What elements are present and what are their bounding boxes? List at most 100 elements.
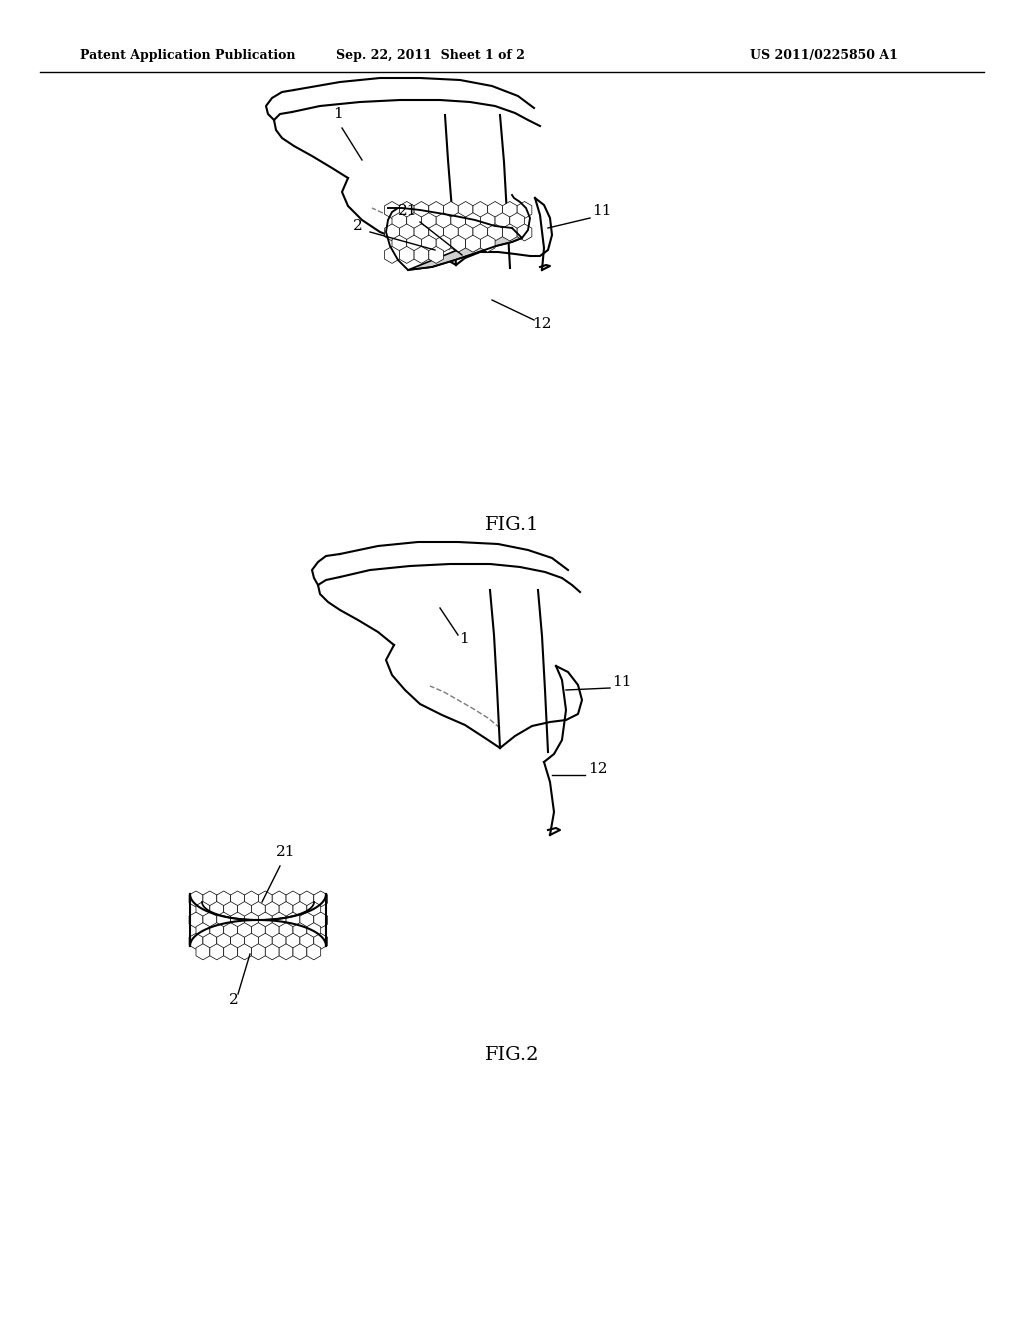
Polygon shape [443,224,459,242]
Polygon shape [459,202,473,219]
Polygon shape [272,912,286,928]
Polygon shape [272,933,286,949]
Polygon shape [223,902,238,917]
Polygon shape [189,912,203,928]
Polygon shape [510,213,524,230]
Polygon shape [280,944,293,960]
Text: 11: 11 [592,205,611,218]
Polygon shape [473,224,487,242]
Polygon shape [429,224,443,242]
Polygon shape [436,235,451,252]
Polygon shape [280,923,293,939]
Text: FIG.1: FIG.1 [484,516,540,535]
Polygon shape [223,923,238,939]
Polygon shape [473,202,487,219]
Polygon shape [293,923,307,939]
Polygon shape [480,235,495,252]
Polygon shape [422,235,436,252]
Polygon shape [300,933,313,949]
Text: 2: 2 [229,993,239,1007]
Polygon shape [286,933,300,949]
Polygon shape [414,247,429,264]
Polygon shape [238,923,252,939]
Polygon shape [388,209,522,271]
Polygon shape [223,944,238,960]
Polygon shape [189,933,203,949]
Polygon shape [210,923,223,939]
Polygon shape [385,202,399,219]
Polygon shape [245,891,258,907]
Polygon shape [487,224,503,242]
Polygon shape [443,202,459,219]
Polygon shape [414,202,429,219]
Polygon shape [203,933,217,949]
Polygon shape [392,213,407,230]
Text: 12: 12 [532,317,552,331]
Text: 11: 11 [612,675,632,689]
Polygon shape [286,912,300,928]
Polygon shape [265,902,280,917]
Polygon shape [196,923,210,939]
Polygon shape [210,902,223,917]
Polygon shape [300,891,313,907]
Polygon shape [422,213,436,230]
Text: Sep. 22, 2011  Sheet 1 of 2: Sep. 22, 2011 Sheet 1 of 2 [336,49,524,62]
Polygon shape [258,912,272,928]
Text: FIG.2: FIG.2 [484,1045,540,1064]
Polygon shape [495,213,510,230]
Text: 12: 12 [588,762,608,776]
Text: 21: 21 [398,205,418,218]
Text: US 2011/0225850 A1: US 2011/0225850 A1 [750,49,898,62]
Polygon shape [252,923,265,939]
Polygon shape [429,247,443,264]
Polygon shape [399,247,414,264]
Polygon shape [196,902,210,917]
Polygon shape [385,224,399,242]
Polygon shape [196,944,210,960]
Polygon shape [307,944,321,960]
Polygon shape [217,891,230,907]
Polygon shape [503,224,517,242]
Polygon shape [451,235,466,252]
Polygon shape [517,224,531,242]
Polygon shape [459,224,473,242]
Polygon shape [203,891,217,907]
Polygon shape [313,933,328,949]
Polygon shape [230,933,245,949]
Polygon shape [517,202,531,219]
Polygon shape [245,933,258,949]
Polygon shape [429,202,443,219]
Polygon shape [280,902,293,917]
Polygon shape [293,902,307,917]
Polygon shape [300,912,313,928]
Text: 21: 21 [276,845,296,859]
Polygon shape [286,891,300,907]
Polygon shape [414,224,429,242]
Polygon shape [307,923,321,939]
Polygon shape [399,202,414,219]
Polygon shape [480,213,495,230]
Polygon shape [230,912,245,928]
Polygon shape [265,923,280,939]
Polygon shape [399,224,414,242]
Polygon shape [407,213,422,230]
Polygon shape [190,894,326,946]
Polygon shape [230,891,245,907]
Polygon shape [238,902,252,917]
Polygon shape [293,944,307,960]
Polygon shape [503,202,517,219]
Polygon shape [307,902,321,917]
Polygon shape [313,891,328,907]
Text: 2: 2 [353,219,362,234]
Polygon shape [238,944,252,960]
Polygon shape [203,912,217,928]
Polygon shape [436,213,451,230]
Polygon shape [252,902,265,917]
Polygon shape [466,213,480,230]
Polygon shape [451,213,466,230]
Text: 1: 1 [459,632,469,645]
Polygon shape [189,891,203,907]
Polygon shape [385,247,399,264]
Polygon shape [258,933,272,949]
Polygon shape [272,891,286,907]
